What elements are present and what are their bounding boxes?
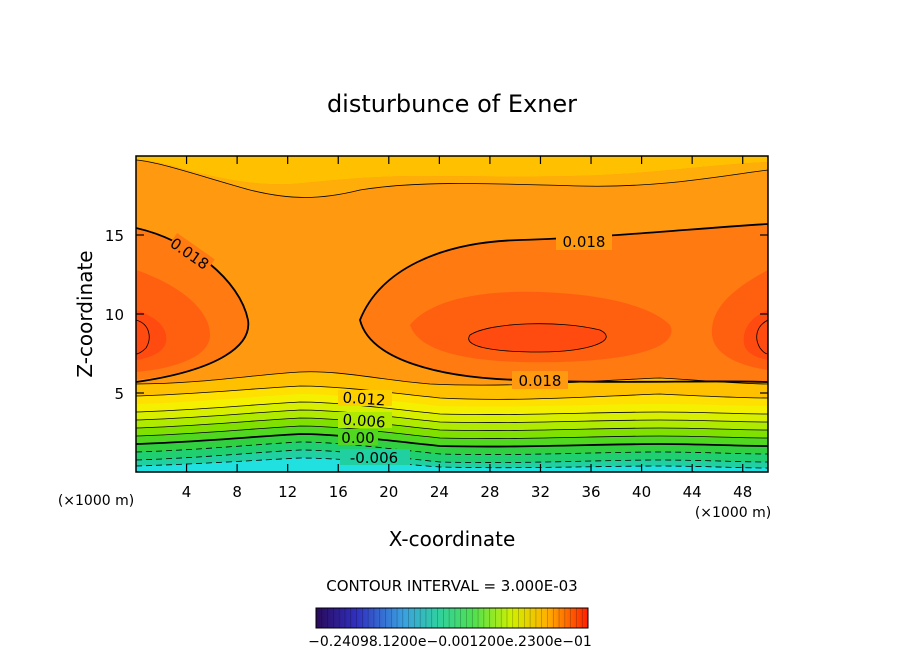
y-tick-label: 15 [105, 227, 124, 245]
x-axis: 4 8 12 16 20 24 28 32 36 40 44 48 [182, 156, 752, 501]
x-tick-label: 28 [480, 483, 499, 501]
fill-red-mid [468, 323, 607, 352]
x-tick-label: 16 [329, 483, 348, 501]
x-tick-label: 48 [733, 483, 752, 501]
contour-label-4: 0.012 [342, 389, 386, 410]
thin-contours [136, 159, 768, 439]
x-tick-label: 12 [278, 483, 297, 501]
x-unit-label-right: (×1000 m) [695, 505, 771, 521]
fill-top-band-2 [136, 160, 768, 198]
contour-label-5: 0.006 [342, 411, 386, 432]
x-tick-label: 4 [182, 483, 192, 501]
x-axis-label: X-coordinate [389, 527, 516, 551]
contour-label-6: 0.00 [341, 429, 374, 447]
colorbar: −0.24098.1200e−0.001200e.2300e−01 [308, 607, 592, 650]
y-axis: 5 10 15 [105, 227, 768, 403]
colorbar-labels: −0.24098.1200e−0.001200e.2300e−01 [308, 634, 592, 650]
contour-label-3: 0.018 [519, 372, 562, 390]
x-tick-label: 24 [430, 483, 449, 501]
contour-label-2: 0.018 [563, 233, 606, 251]
x-tick-label: 20 [379, 483, 398, 501]
y-tick-label: 10 [105, 306, 124, 324]
x-tick-label: 36 [581, 483, 600, 501]
chart-title: disturbunce of Exner [327, 90, 577, 118]
x-tick-label: 40 [632, 483, 651, 501]
negative-contours [136, 441, 768, 469]
fill-band-11 [136, 458, 768, 472]
contour-interval: CONTOUR INTERVAL = 3.000E-03 [326, 577, 577, 595]
x-tick-label: 8 [232, 483, 242, 501]
contour-label-7: -0.006 [350, 449, 398, 467]
x-tick-label: 44 [683, 483, 702, 501]
y-tick-label: 5 [114, 385, 124, 403]
fill-red-left [136, 310, 167, 360]
x-unit-label-left: (×1000 m) [58, 493, 134, 509]
y-axis-label: Z-coordinate [73, 250, 97, 377]
fill-top-band [136, 156, 768, 185]
plot-area [136, 156, 768, 472]
fill-red-right [743, 310, 768, 360]
x-tick-label: 32 [531, 483, 550, 501]
